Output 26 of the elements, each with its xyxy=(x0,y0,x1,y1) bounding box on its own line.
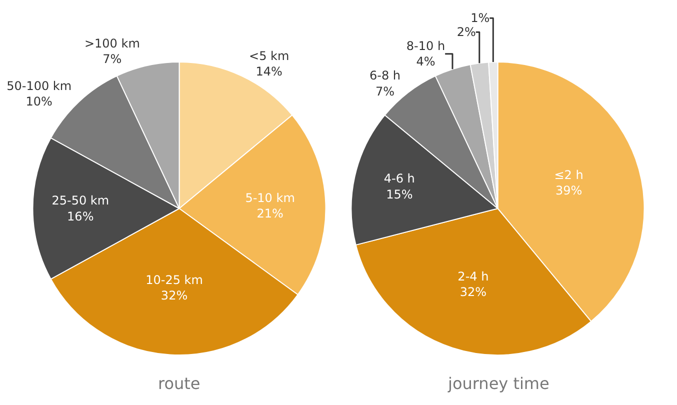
slice-label: 25-50 km xyxy=(52,194,110,208)
slice-label: 10-25 km xyxy=(146,272,203,287)
data-label: 10% xyxy=(26,94,52,109)
slice-label: ≤2 h xyxy=(554,168,584,182)
data-label: 32% xyxy=(160,288,188,303)
slice-label: 8-10 h xyxy=(406,39,446,54)
data-label: 21% xyxy=(256,206,284,220)
data-label: 32% xyxy=(460,284,487,299)
slice-label: 50-100 km xyxy=(6,79,72,94)
data-label: 7% xyxy=(102,52,122,66)
data-label: 39% xyxy=(555,184,582,198)
data-label: 2% xyxy=(456,25,476,40)
slice-label: 5-10 km xyxy=(245,190,295,205)
data-label: 16% xyxy=(67,209,94,224)
slice-label: >100 km xyxy=(84,36,140,51)
data-label: 14% xyxy=(256,64,282,79)
text: journey time xyxy=(447,374,550,393)
slice-label: 6-8 h xyxy=(370,68,401,83)
text: route xyxy=(158,374,200,393)
slice-label: 4-6 h xyxy=(384,172,415,186)
data-label: 15% xyxy=(386,187,413,202)
data-label: 4% xyxy=(416,54,436,69)
slice-label: <5 km xyxy=(249,49,290,64)
data-label: 7% xyxy=(376,84,395,98)
data-label: 1% xyxy=(470,11,490,26)
slice-label: 2-4 h xyxy=(458,269,489,284)
